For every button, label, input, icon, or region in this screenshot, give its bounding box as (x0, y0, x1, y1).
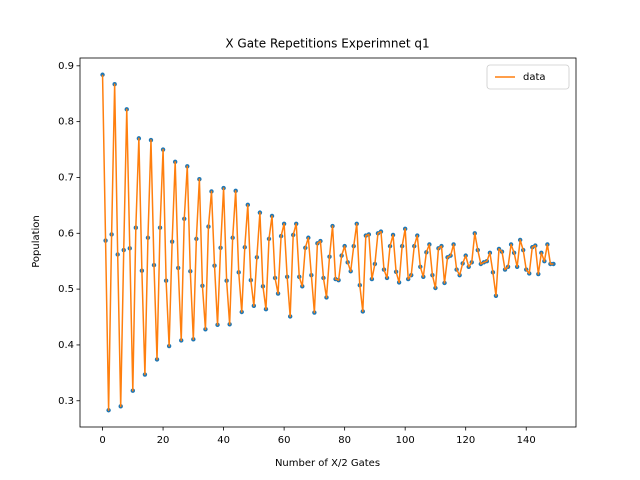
data-point (551, 261, 556, 267)
y-tick-label: 0.6 (58, 228, 74, 239)
y-tick-label: 0.9 (58, 61, 74, 72)
x-tick-label: 140 (517, 435, 536, 446)
data-point (100, 72, 105, 77)
legend-label: data (523, 72, 546, 83)
x-tick-label: 60 (278, 435, 291, 446)
x-axis-label: Number of X/2 Gates (275, 458, 380, 469)
chart-title: X Gate Repetitions Experimnet q1 (225, 37, 429, 51)
x-tick-label: 100 (396, 435, 415, 446)
data-line (101, 74, 554, 411)
x-tick-label: 0 (99, 435, 105, 446)
x-tick-label: 120 (456, 435, 475, 446)
x-tick-label: 20 (157, 435, 170, 446)
y-tick-label: 0.8 (58, 117, 74, 128)
y-tick-label: 0.4 (58, 340, 74, 351)
x-tick-label: 80 (338, 435, 351, 446)
y-tick-label: 0.5 (58, 284, 74, 295)
legend-box (486, 64, 570, 90)
y-tick-label: 0.7 (58, 172, 74, 183)
y-axis-label: Population (31, 215, 42, 268)
axes-frame (79, 57, 577, 428)
x-tick-label: 40 (217, 435, 230, 446)
y-tick-label: 0.3 (58, 396, 74, 407)
